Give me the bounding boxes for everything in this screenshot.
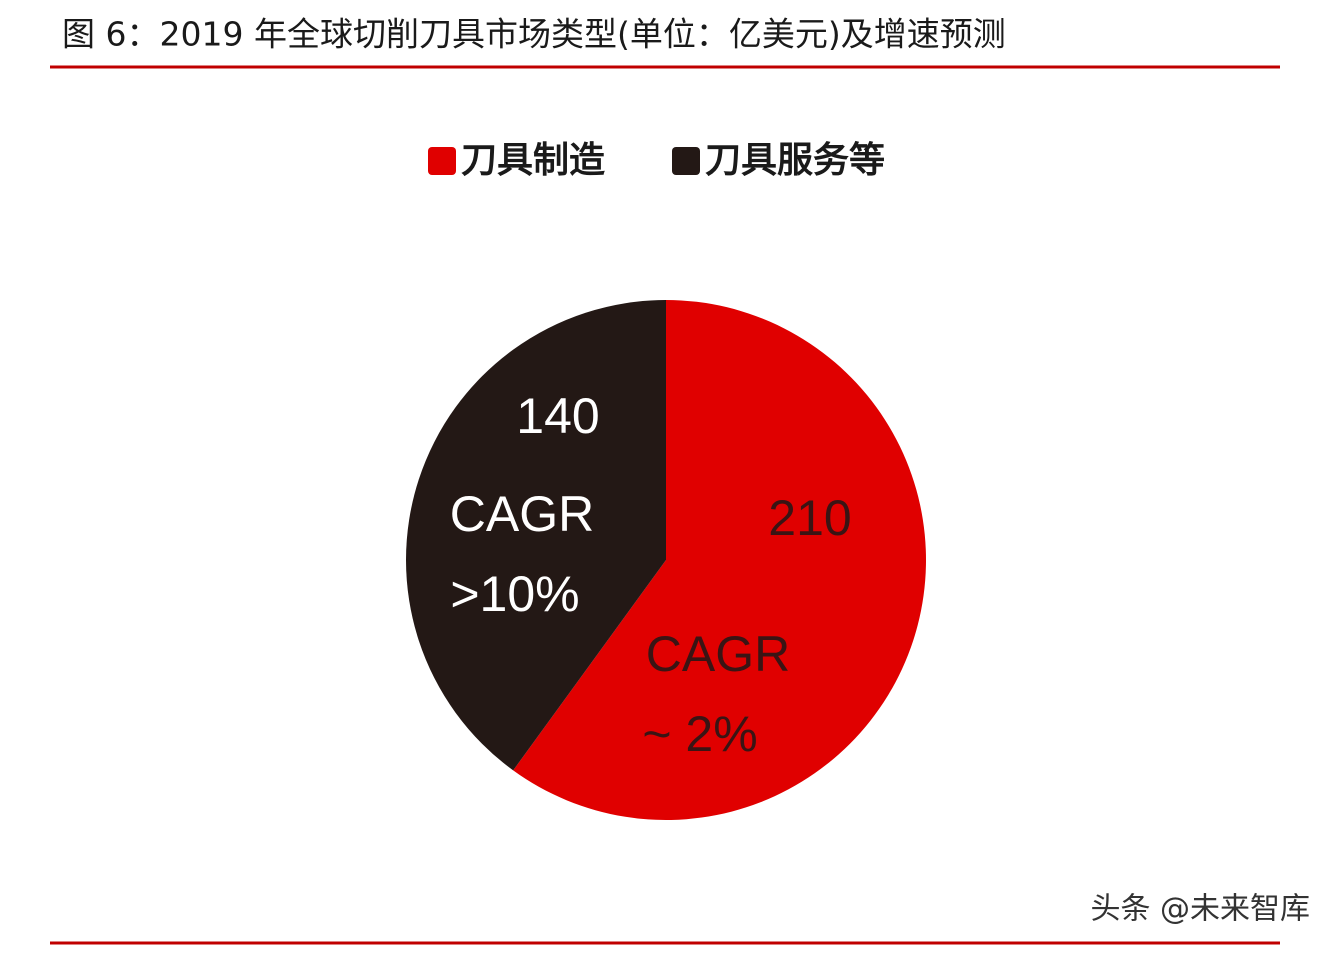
watermark: 头条 @未来智库 bbox=[1090, 892, 1310, 927]
legend-label: 刀具服务等 bbox=[705, 140, 885, 181]
legend-label: 刀具制造 bbox=[461, 140, 605, 181]
slice-annotation: >10% bbox=[450, 566, 579, 622]
chart-title: 图 6：2019 年全球切削刀具市场类型(单位：亿美元)及增速预测 bbox=[62, 15, 1006, 54]
legend-swatch bbox=[428, 147, 456, 175]
slice-annotation: CAGR bbox=[646, 626, 790, 682]
data-label: 210 bbox=[768, 490, 851, 546]
data-label: 140 bbox=[516, 388, 599, 444]
pie-slice bbox=[513, 300, 926, 820]
slice-annotation: CAGR bbox=[450, 486, 594, 542]
legend-swatch bbox=[672, 147, 700, 175]
pie-slice bbox=[406, 300, 666, 771]
slice-annotation: ~ 2% bbox=[642, 706, 757, 762]
